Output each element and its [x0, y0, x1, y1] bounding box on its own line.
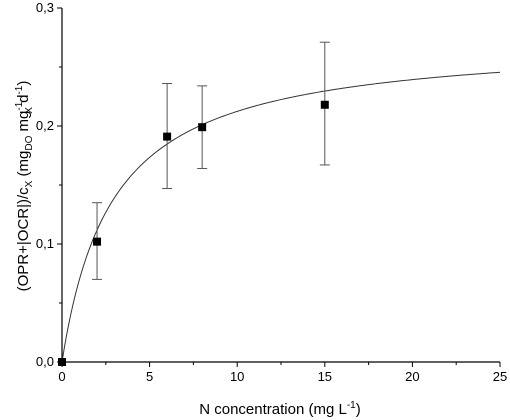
x-tick-label: 20	[405, 369, 419, 384]
x-tick-label: 15	[318, 369, 332, 384]
data-point	[320, 100, 329, 109]
data-point	[198, 123, 207, 132]
x-tick-label: 5	[146, 369, 153, 384]
y-axis-label: (OPR+|OCR|)/cX (mgDO mg-1X d-1)	[14, 81, 35, 292]
data-point	[58, 358, 66, 366]
fit-curve	[61, 71, 501, 363]
y-tick-label: 0,1	[36, 236, 54, 251]
data-point	[163, 132, 172, 141]
y-tick-label: 0,3	[36, 0, 54, 15]
axes	[61, 8, 500, 363]
y-tick-label: 0,0	[36, 354, 54, 369]
data-markers	[58, 100, 329, 366]
error-bars	[92, 41, 330, 280]
x-axis-label: N concentration (mg L-1)	[199, 400, 360, 418]
x-tick-label: 0	[58, 369, 65, 384]
data-point	[93, 237, 102, 246]
ticks: 0 5 10 15 20 25 0,0 0,1 0,2 0,3	[36, 0, 507, 384]
y-tick-label: 0,2	[36, 118, 54, 133]
x-tick-label: 25	[493, 369, 507, 384]
fit-layer	[61, 71, 501, 363]
x-tick-label: 10	[230, 369, 244, 384]
